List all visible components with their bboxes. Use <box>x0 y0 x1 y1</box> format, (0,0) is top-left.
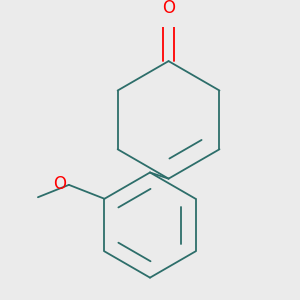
Text: O: O <box>162 0 175 17</box>
Text: O: O <box>53 175 66 193</box>
